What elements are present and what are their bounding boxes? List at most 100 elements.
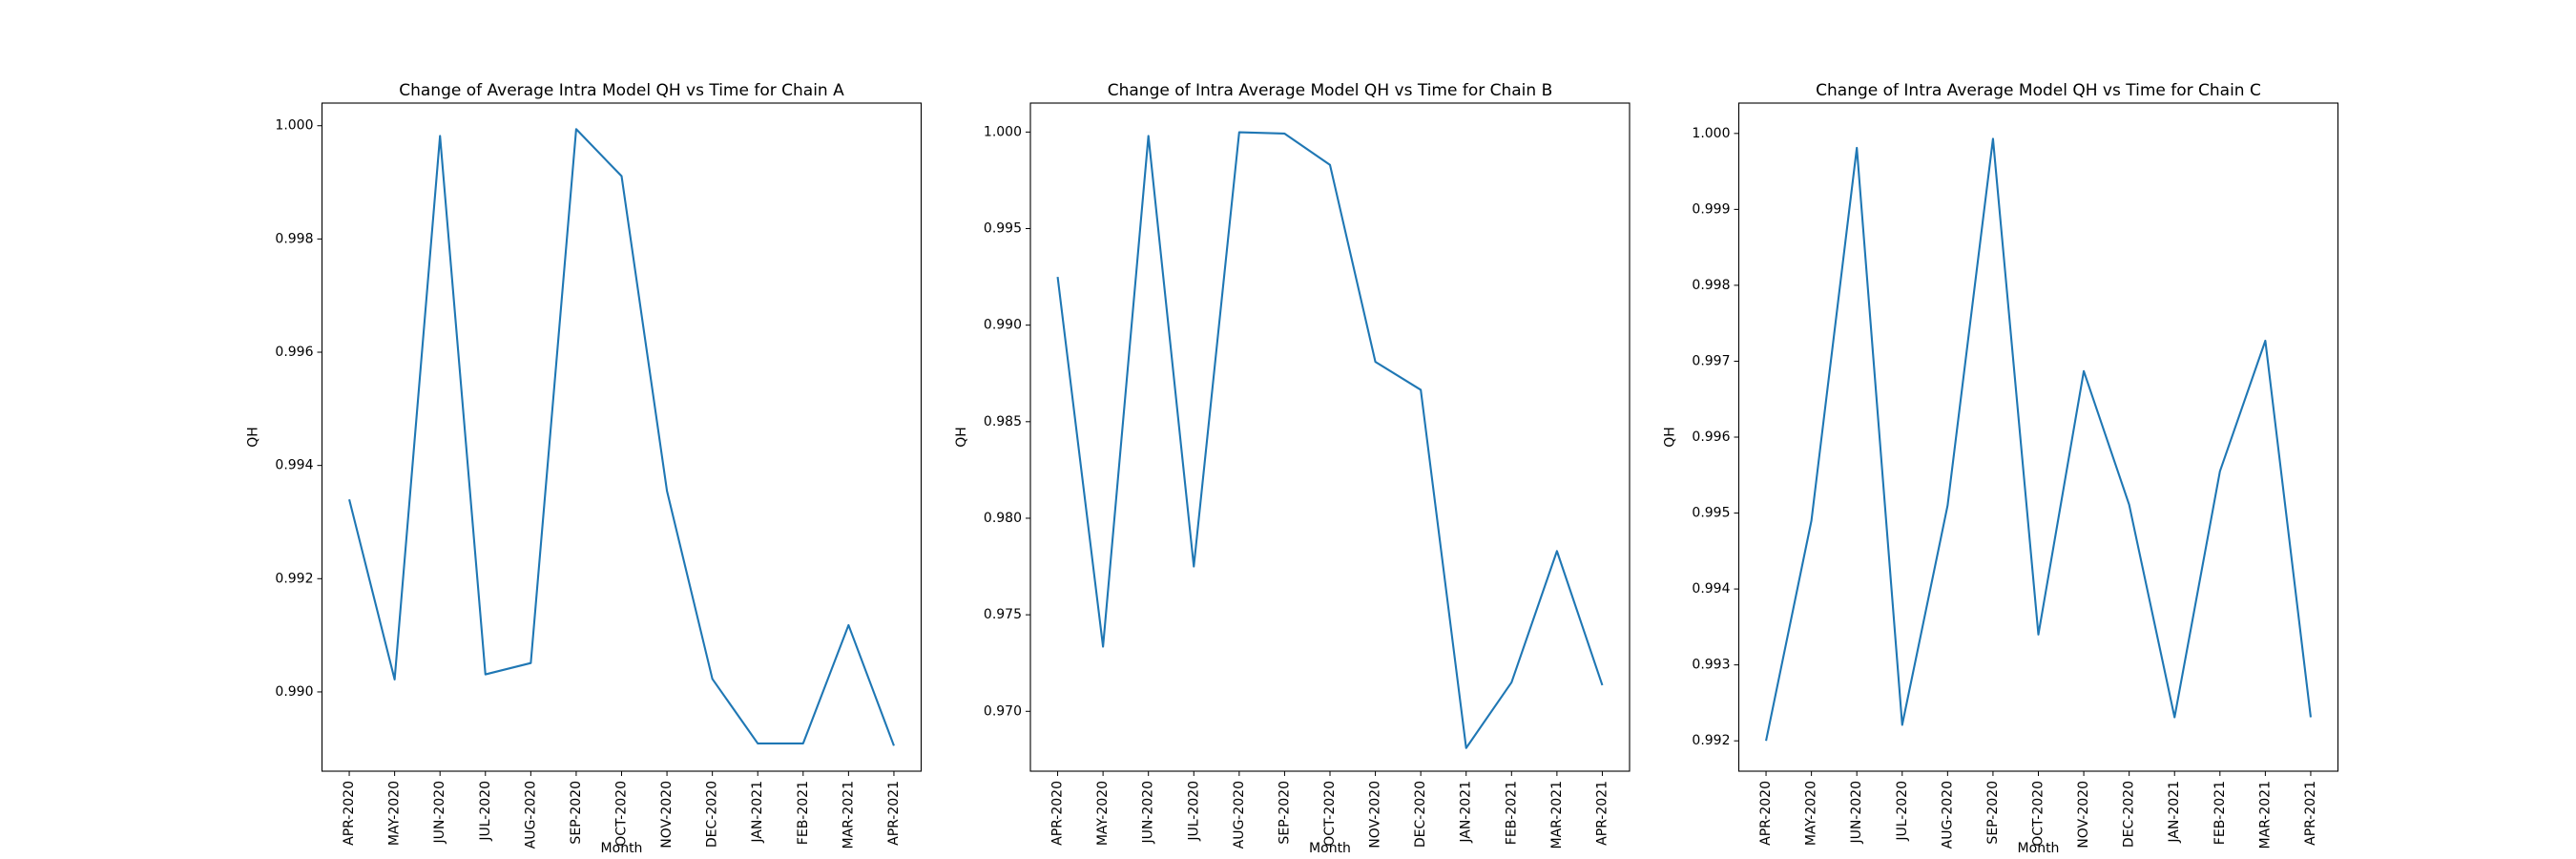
- data-point: [2083, 370, 2085, 372]
- data-point: [1148, 135, 1150, 136]
- y-tick-label: 0.997: [1692, 353, 1730, 368]
- x-tick-label: MAR-2021: [841, 781, 856, 849]
- x-tick-label: OCT-2020: [614, 781, 630, 847]
- data-point: [2038, 634, 2040, 636]
- plot-frame: [1737, 102, 2339, 772]
- x-tick-label: SEP-2020: [569, 781, 584, 845]
- x-tick-label: MAY-2020: [387, 781, 403, 846]
- data-point: [1765, 740, 1767, 742]
- plot-frame: [1029, 102, 1631, 772]
- y-tick-label: 0.994: [275, 458, 313, 473]
- series-line: [1765, 137, 2312, 742]
- data-point: [1193, 566, 1195, 568]
- x-tick-label: FEB-2021: [2212, 781, 2228, 845]
- y-tick-label: 0.998: [1692, 278, 1730, 293]
- x-tick-label: JUL-2020: [1895, 781, 1910, 842]
- y-tick-label: 1.000: [1692, 126, 1730, 141]
- x-tick-label: DEC-2020: [705, 781, 720, 848]
- data-point: [1283, 133, 1285, 135]
- y-axis-label: QH: [246, 427, 261, 448]
- chart-title: Change of Average Intra Model QH vs Time…: [399, 81, 844, 100]
- x-tick-label: MAR-2021: [2257, 781, 2273, 849]
- x-tick-label: JUN-2020: [432, 781, 447, 845]
- x-tick-label: JUN-2020: [1141, 781, 1156, 845]
- y-axis-label: QH: [1663, 427, 1678, 448]
- chart-panel-1: APR-2020 MAY-2020 JUN-2020 JUL-2020 AUG-2020…: [954, 81, 1631, 856]
- x-tick-label: OCT-2020: [1322, 781, 1338, 847]
- x-tick-label: MAY-2020: [1095, 781, 1111, 846]
- data-point: [712, 678, 714, 680]
- data-point: [1992, 137, 1994, 139]
- x-tick-label: APR-2020: [1050, 781, 1066, 846]
- data-point: [666, 490, 668, 492]
- data-point: [2173, 717, 2175, 719]
- data-point: [1102, 646, 1104, 648]
- y-tick-label: 1.000: [275, 118, 313, 134]
- x-tick-label: JAN-2021: [750, 781, 765, 844]
- y-tick-label: 0.992: [1692, 733, 1730, 748]
- x-tick-label: AUG-2020: [1940, 781, 1955, 849]
- data-point: [1811, 520, 1813, 522]
- series-line: [1056, 131, 1604, 749]
- x-tick-label: APR-2021: [1594, 781, 1610, 846]
- data-point: [348, 498, 350, 500]
- data-point: [394, 679, 396, 681]
- data-point: [1510, 681, 1512, 683]
- y-tick-label: 0.998: [275, 231, 313, 246]
- x-tick-label: FEB-2021: [1504, 781, 1519, 845]
- data-point: [1901, 723, 1903, 725]
- x-tick-label: NOV-2020: [659, 781, 675, 849]
- x-tick-label: JUL-2020: [1186, 781, 1201, 842]
- data-point: [1238, 132, 1240, 134]
- data-point: [2219, 471, 2221, 472]
- x-axis-label: Month: [1309, 841, 1351, 856]
- data-point: [893, 744, 895, 746]
- chart-panel-0: APR-2020 MAY-2020 JUN-2020 JUL-2020 AUG-2020…: [246, 81, 923, 856]
- y-tick-label: 0.980: [984, 511, 1022, 526]
- y-tick-label: 0.994: [1692, 581, 1730, 597]
- x-tick-label: AUG-2020: [1232, 781, 1247, 849]
- data-point: [1556, 550, 1558, 552]
- data-point: [2129, 504, 2130, 506]
- x-tick-label: JAN-2021: [2167, 781, 2182, 844]
- data-point: [1465, 747, 1467, 749]
- y-tick-label: 0.990: [984, 318, 1022, 333]
- data-point: [802, 743, 804, 744]
- x-tick-label: APR-2020: [1758, 781, 1774, 846]
- y-tick-label: 0.993: [1692, 658, 1730, 673]
- x-tick-label: APR-2021: [2303, 781, 2318, 846]
- data-point: [1057, 276, 1059, 278]
- data-point: [2310, 717, 2312, 719]
- data-point: [1375, 361, 1377, 363]
- y-tick-label: 0.999: [1692, 201, 1730, 217]
- x-tick-label: DEC-2020: [2122, 781, 2137, 848]
- data-point: [575, 128, 577, 130]
- data-point: [1856, 147, 1858, 149]
- x-tick-label: SEP-2020: [1277, 781, 1292, 845]
- data-point: [439, 135, 441, 136]
- data-point: [621, 176, 623, 178]
- x-tick-label: MAR-2021: [1549, 781, 1565, 849]
- y-tick-label: 0.970: [984, 703, 1022, 719]
- x-tick-label: FEB-2021: [796, 781, 811, 845]
- x-tick-label: MAY-2020: [1804, 781, 1819, 846]
- x-tick-label: OCT-2020: [2031, 781, 2046, 847]
- x-tick-label: JUN-2020: [1849, 781, 1864, 845]
- x-tick-label: JAN-2021: [1459, 781, 1474, 844]
- y-axis-label: QH: [954, 427, 969, 448]
- y-tick-label: 0.992: [275, 571, 313, 586]
- y-tick-label: 0.990: [275, 684, 313, 700]
- x-tick-label: JUL-2020: [478, 781, 493, 842]
- data-point: [530, 662, 531, 664]
- data-point: [1329, 164, 1331, 166]
- x-tick-label: NOV-2020: [2076, 781, 2091, 849]
- y-tick-label: 0.995: [1692, 506, 1730, 521]
- x-tick-label: SEP-2020: [1985, 781, 2001, 845]
- x-tick-label: AUG-2020: [523, 781, 538, 849]
- data-point: [847, 624, 849, 626]
- data-point: [485, 674, 487, 676]
- x-tick-label: APR-2020: [342, 781, 357, 846]
- chart-panel-2: APR-2020 MAY-2020 JUN-2020 JUL-2020 AUG-2020…: [1663, 81, 2339, 856]
- data-point: [1420, 388, 1422, 390]
